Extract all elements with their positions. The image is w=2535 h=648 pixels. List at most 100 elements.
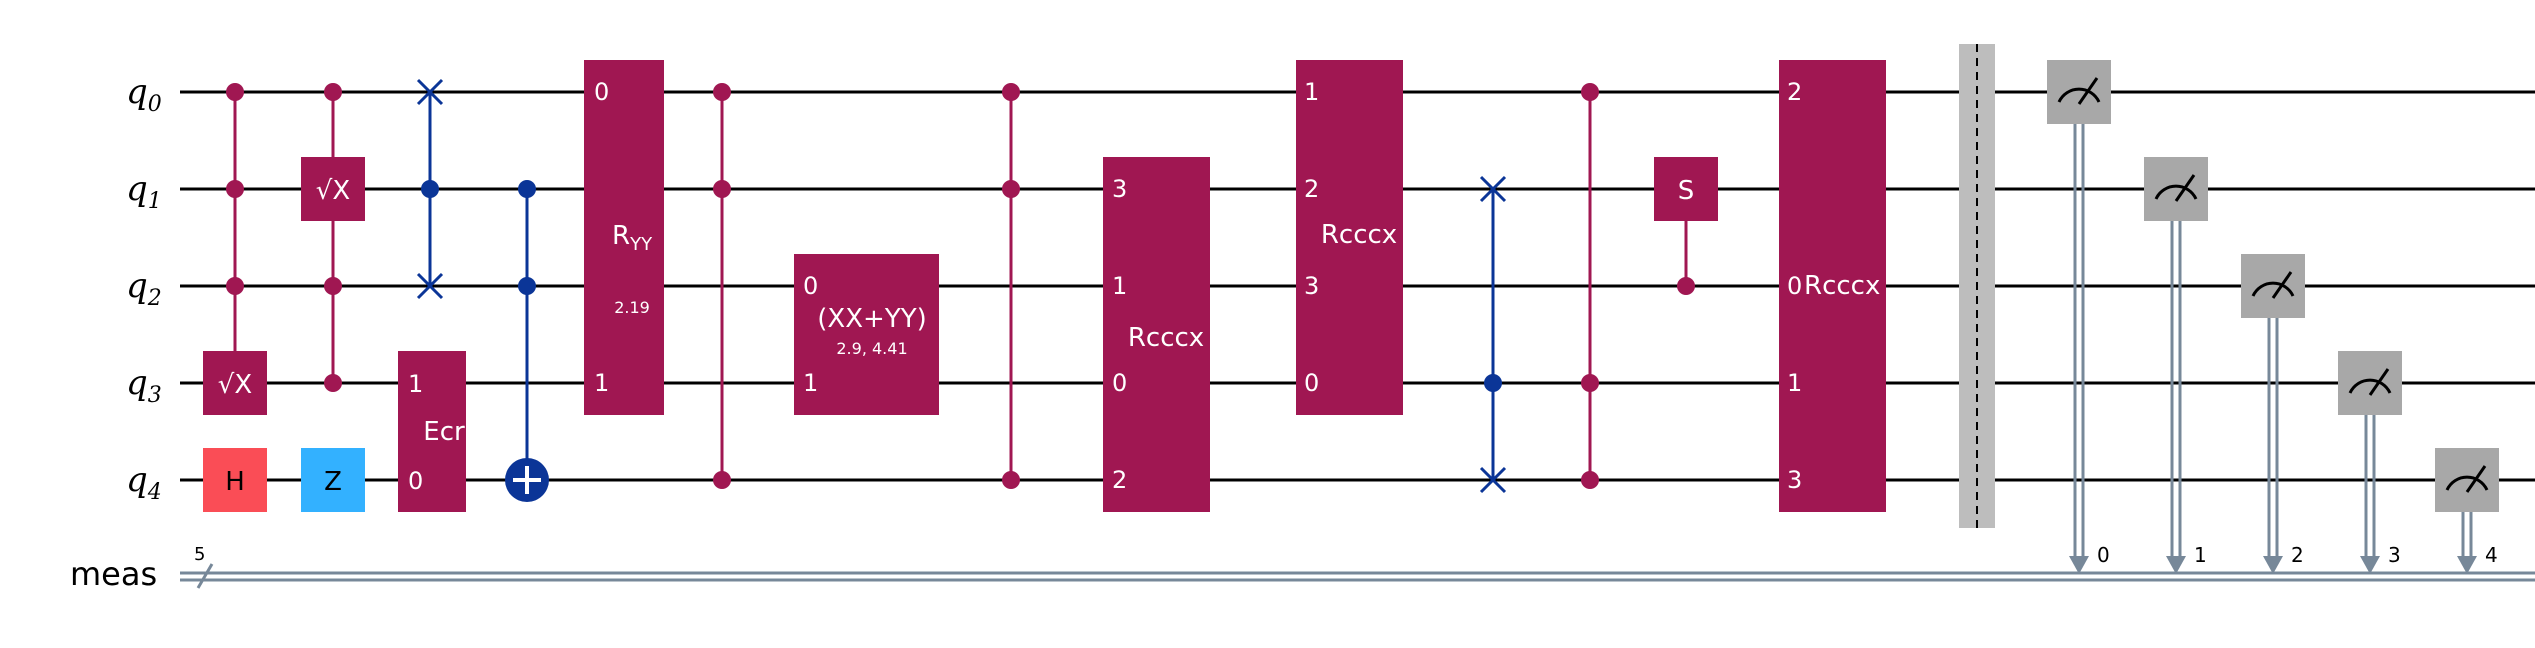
svg-text:3: 3 (1112, 175, 1127, 203)
svg-text:1: 1 (803, 369, 818, 397)
control-dot (324, 277, 342, 295)
sx-gate-q1 (301, 157, 365, 221)
ccz-gate-3 (1581, 83, 1599, 489)
svg-text:2: 2 (1112, 466, 1127, 494)
control-dot (226, 277, 244, 295)
svg-text:S: S (1678, 176, 1695, 206)
arrow-down-icon (2457, 556, 2477, 574)
svg-text:2: 2 (1787, 78, 1802, 106)
svg-text:2.9, 4.41: 2.9, 4.41 (836, 339, 907, 358)
control-dot (1677, 277, 1695, 295)
measure-gate-q3: 3 (2338, 351, 2402, 574)
svg-text:Rcccx: Rcccx (1321, 220, 1397, 250)
measurements: 0 1 2 3 4 (2047, 60, 2499, 574)
z-gate-q4: Z (301, 448, 365, 512)
svg-text:Rcccx: Rcccx (1128, 323, 1204, 353)
svg-text:Rcccx: Rcccx (1804, 271, 1880, 301)
svg-text:1: 1 (1304, 78, 1319, 106)
qubit-label-q2: q2 (126, 266, 162, 311)
meter-icon (2251, 281, 2295, 297)
control-dot (518, 180, 536, 198)
cs-gate: S (1654, 157, 1718, 295)
svg-text:0: 0 (1787, 272, 1802, 300)
svg-text:2.19: 2.19 (614, 298, 650, 317)
svg-text:2: 2 (1304, 175, 1319, 203)
control-dot (518, 277, 536, 295)
sx-gate-q3 (203, 351, 267, 415)
control-dot (713, 471, 731, 489)
multi-control-sx-gate-q1: √X (301, 83, 365, 392)
creg-label: meas (70, 555, 157, 593)
svg-text:√X: √X (218, 370, 252, 400)
control-dot (713, 83, 731, 101)
qubit-label-q4: q4 (126, 460, 162, 505)
control-dot (1581, 471, 1599, 489)
svg-text:3: 3 (1304, 272, 1319, 300)
control-dot (1002, 83, 1020, 101)
arrow-down-icon (2166, 556, 2186, 574)
ccx-gate (505, 180, 549, 502)
svg-text:1: 1 (408, 370, 423, 398)
control-dot (1484, 374, 1502, 392)
h-gate-q4: H (203, 448, 267, 512)
creg-slash (196, 563, 214, 589)
xxplusyy-gate: 0 1 (XX+YY) 2.9, 4.41 (794, 254, 939, 415)
measure-bit-index: 0 (2097, 543, 2110, 567)
barrier (1959, 44, 1995, 528)
svg-text:0: 0 (1112, 369, 1127, 397)
meter-icon (2445, 475, 2489, 491)
qubit-label-q3: q3 (126, 363, 162, 408)
classical-wire: 5 (180, 544, 2535, 589)
creg-size: 5 (194, 544, 205, 565)
ccz-gate-2 (1002, 83, 1020, 489)
ccz-gate-1 (713, 83, 731, 489)
s-gate-q1 (1654, 157, 1718, 221)
cswap-gate (416, 78, 444, 300)
rcccx-gate-1: 3 1 0 2 Rcccx (1103, 157, 1210, 512)
control-dot (324, 374, 342, 392)
measure-gate-q4: 4 (2435, 448, 2499, 574)
meter-icon (2348, 378, 2392, 394)
svg-text:Ecr: Ecr (423, 417, 465, 447)
svg-text:0: 0 (1304, 369, 1319, 397)
control-dot (1002, 471, 1020, 489)
ryy-gate: 0 1 RYY 2.19 (584, 60, 664, 415)
measure-bit-index: 2 (2291, 543, 2304, 567)
qubit-label-q0: q0 (126, 72, 162, 117)
measure-bit-index: 3 (2388, 543, 2401, 567)
measure-bit-index: 4 (2485, 543, 2498, 567)
arrow-down-icon (2069, 556, 2089, 574)
control-dot (713, 180, 731, 198)
svg-text:√X: √X (316, 176, 350, 206)
svg-text:1: 1 (594, 369, 609, 397)
control-dot (226, 180, 244, 198)
cswap-gate-2 (1479, 175, 1507, 494)
qubit-labels: q0 q1 q2 q3 q4 meas (70, 72, 162, 593)
meter-icon (2154, 184, 2198, 200)
ecr-gate: 1 0 Ecr (398, 351, 466, 512)
measure-gate-q1: 1 (2144, 157, 2208, 574)
svg-text:0: 0 (594, 78, 609, 106)
svg-text:1: 1 (1787, 369, 1802, 397)
svg-text:3: 3 (1787, 466, 1802, 494)
measure-gate-q2: 2 (2241, 254, 2305, 574)
measure-gate-q0: 0 (2047, 60, 2111, 574)
svg-text:0: 0 (803, 272, 818, 300)
rcccx-gate-3: 2 0 1 3 Rcccx (1779, 60, 1886, 512)
control-dot (1581, 374, 1599, 392)
arrow-down-icon (2360, 556, 2380, 574)
rcccx-gate-2: 1 2 3 0 Rcccx (1296, 60, 1403, 415)
svg-text:(XX+YY): (XX+YY) (817, 304, 926, 334)
svg-text:Z: Z (324, 467, 342, 497)
meter-icon (2057, 87, 2101, 103)
svg-text:0: 0 (408, 467, 423, 495)
control-dot (1581, 83, 1599, 101)
measure-bit-index: 1 (2194, 543, 2207, 567)
control-dot (324, 83, 342, 101)
control-dot (1002, 180, 1020, 198)
control-dot (421, 180, 439, 198)
multi-control-sx-gate: √X (203, 83, 267, 415)
qubit-label-q1: q1 (126, 169, 162, 214)
arrow-down-icon (2263, 556, 2283, 574)
